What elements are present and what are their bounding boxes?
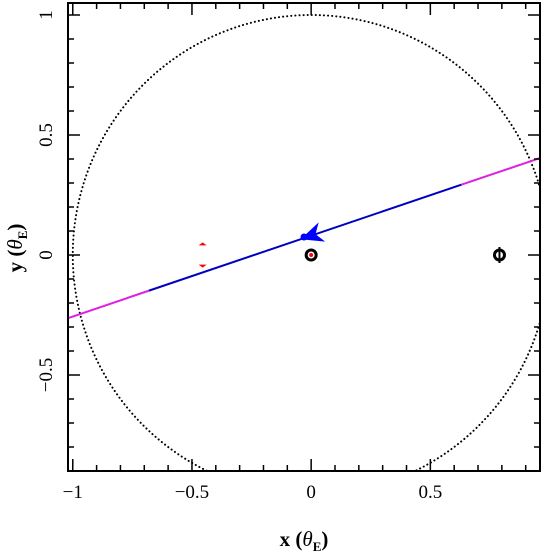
y-axis-title: y (θE) [3,224,30,273]
y-tick-label: 1 [36,10,57,20]
y-axis-ticks: −0.5 0 0.5 1 [36,10,540,472]
central-caustic-1 [309,253,314,257]
planetary-caustic-1 [198,242,207,246]
y-tick-label: 0.5 [36,123,57,147]
y-tick-label: −0.5 [36,358,57,392]
lens-mass-1 [304,248,318,262]
direction-arrow [300,222,326,242]
x-tick-label: 0.5 [418,482,442,503]
x-tick-label: −0.5 [175,482,209,503]
x-axis-ticks: −1 −0.5 0 0.5 [63,3,527,503]
trajectory-segment-left [68,289,150,320]
trajectory-segment-right [461,157,540,186]
x-axis-title: x (θE) [280,527,329,554]
x-tick-label: −1 [63,482,83,503]
plot-area [68,14,540,471]
y-tick-label: 0 [36,250,57,260]
x-tick-label: 0 [306,482,316,503]
planetary-caustic-2 [198,264,207,268]
plot-frame [67,2,541,472]
